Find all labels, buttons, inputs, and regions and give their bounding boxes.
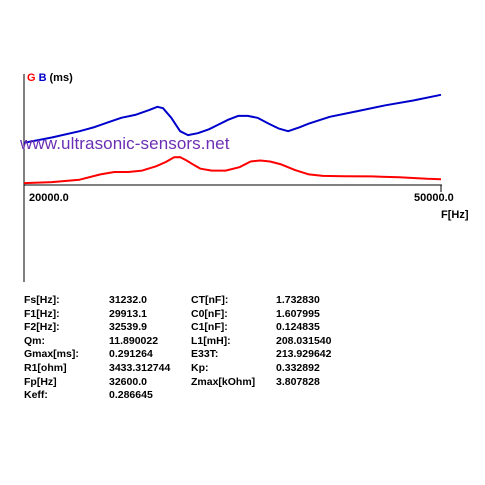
param-row: F1[Hz]: 29913.1 C0[nF]: 1.607995 — [24, 308, 356, 322]
param-label: L1[mH]: — [191, 334, 231, 347]
param-value: 32600.0 — [109, 375, 147, 388]
param-value: 3.807828 — [276, 375, 320, 388]
param-label: F1[Hz]: — [24, 307, 60, 320]
param-label: CT[nF]: — [191, 294, 229, 306]
param-label: Qm: — [24, 334, 45, 347]
param-row: R1[ohm] 3433.312744 Kp: 0.332892 — [24, 362, 356, 376]
param-value: 29913.1 — [109, 307, 147, 320]
param-label — [191, 389, 276, 403]
param-value: 11.890022 — [109, 334, 159, 347]
param-label: C0[nF]: — [191, 307, 228, 320]
param-label: Gmax[ms]: — [24, 348, 79, 361]
param-value: 1.732830 — [276, 294, 320, 306]
param-row: Qm: 11.890022 L1[mH]: 208.031540 — [24, 335, 356, 349]
param-label: Zmax[kOhm] — [191, 375, 256, 388]
x-tick-label-end: 50000.0 — [414, 192, 454, 204]
param-label: R1[ohm] — [24, 361, 67, 374]
param-value: 32539.9 — [109, 321, 147, 334]
param-label: C1[nF]: — [191, 321, 228, 334]
param-label: Keff: — [24, 389, 48, 402]
legend-b: B — [38, 72, 47, 84]
series-line-b — [23, 93, 442, 144]
param-value: 0.332892 — [276, 361, 320, 374]
param-value: 3433.312744 — [109, 361, 171, 374]
param-row: Gmax[ms]: 0.291264 E33T: 213.929642 — [24, 348, 356, 362]
param-value: 0.124835 — [276, 321, 320, 334]
x-tick-label-start: 20000.0 — [29, 192, 69, 204]
param-value: 0.286645 — [109, 389, 153, 402]
chart-legend: G B (ms) — [27, 72, 73, 84]
param-value: 213.929642 — [276, 348, 332, 361]
x-axis-unit: F[Hz] — [441, 209, 469, 221]
series-line-g — [23, 156, 442, 185]
param-label: F2[Hz]: — [24, 321, 60, 334]
param-label: Fp[Hz] — [24, 375, 57, 388]
watermark-text: www.ultrasonic-sensors.net — [20, 134, 230, 153]
param-value: 0.291264 — [109, 348, 153, 361]
legend-unit: (ms) — [49, 72, 73, 84]
param-row: F2[Hz]: 32539.9 C1[nF]: 0.124835 — [24, 321, 356, 335]
admittance-plot — [23, 74, 442, 282]
legend-g: G — [27, 72, 36, 84]
param-label: Fs[Hz]: — [24, 294, 60, 306]
param-value — [276, 389, 356, 403]
parameter-table: Fs[Hz]: 31232.0 CT[nF]: 1.732830 F1[Hz]:… — [24, 294, 356, 403]
param-label: Kp: — [191, 361, 209, 374]
param-row: Keff: 0.286645 — [24, 389, 356, 403]
param-value: 1.607995 — [276, 307, 320, 320]
param-row: Fs[Hz]: 31232.0 CT[nF]: 1.732830 — [24, 294, 356, 308]
param-row: Fp[Hz] 32600.0 Zmax[kOhm] 3.807828 — [24, 376, 356, 390]
param-value: 31232.0 — [109, 294, 147, 306]
param-label: E33T: — [191, 348, 219, 361]
param-value: 208.031540 — [276, 334, 332, 347]
